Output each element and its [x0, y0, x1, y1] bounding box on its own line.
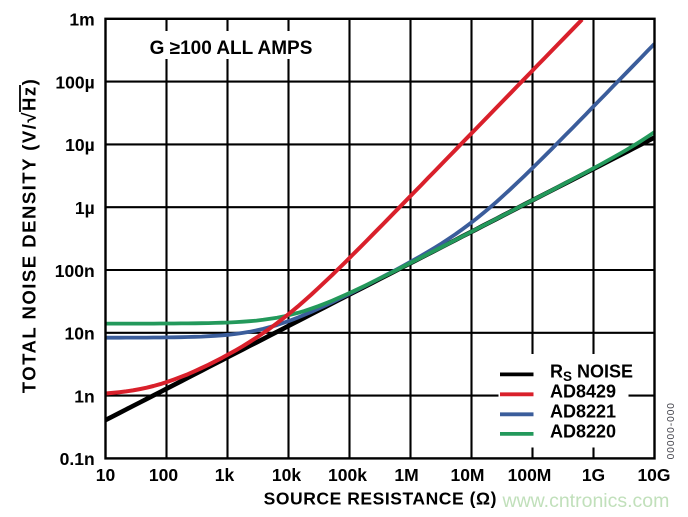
svg-text:100n: 100n: [55, 261, 95, 281]
svg-text:www.cntronics.com: www.cntronics.com: [502, 490, 670, 512]
svg-text:G ≥100 ALL AMPS: G ≥100 ALL AMPS: [150, 38, 313, 59]
svg-text:1m: 1m: [69, 10, 94, 30]
svg-text:10µ: 10µ: [65, 135, 95, 155]
svg-text:100M: 100M: [508, 465, 552, 485]
svg-text:SOURCE RESISTANCE (Ω): SOURCE RESISTANCE (Ω): [264, 489, 497, 509]
svg-text:10k: 10k: [272, 465, 301, 485]
svg-text:10n: 10n: [65, 324, 95, 344]
svg-text:1M: 1M: [394, 465, 418, 485]
svg-text:1µ: 1µ: [75, 198, 95, 218]
svg-text:AD8429: AD8429: [550, 382, 616, 402]
svg-text:AD8221: AD8221: [550, 402, 616, 422]
svg-text:100: 100: [149, 465, 178, 485]
svg-text:1n: 1n: [74, 386, 94, 406]
svg-text:1k: 1k: [215, 465, 235, 485]
svg-text:0.1n: 0.1n: [60, 449, 95, 469]
svg-text:10G: 10G: [637, 465, 670, 485]
svg-text:10M: 10M: [450, 465, 484, 485]
svg-text:AD8220: AD8220: [550, 422, 616, 442]
svg-text:1G: 1G: [582, 465, 605, 485]
svg-text:00000-000: 00000-000: [666, 402, 677, 459]
svg-text:100µ: 100µ: [55, 72, 94, 92]
svg-text:TOTAL NOISE DENSITY (V/√Hz): TOTAL NOISE DENSITY (V/√Hz): [19, 78, 40, 394]
svg-text:10: 10: [96, 465, 116, 485]
svg-text:100k: 100k: [328, 465, 367, 485]
